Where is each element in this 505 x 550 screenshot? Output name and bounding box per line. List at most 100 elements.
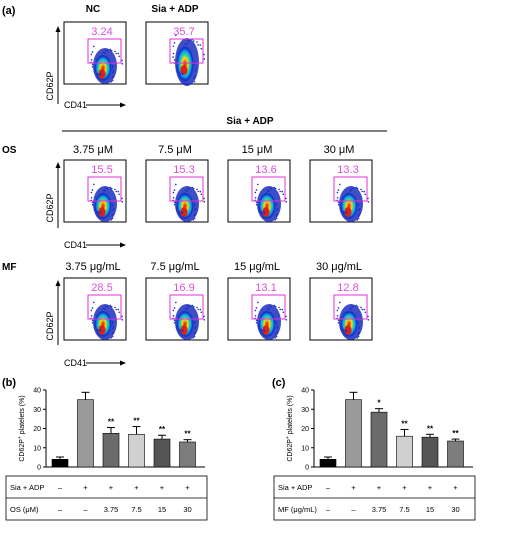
flow-plot-mf-2: 16.9	[145, 277, 209, 341]
table-cell: 15	[426, 505, 434, 514]
x-axis-label-row2: CD41	[64, 240, 87, 250]
table-cell: +	[109, 483, 114, 492]
flow-plot-sia-adp: 35.7	[145, 21, 209, 86]
y-tick-label: 0	[305, 465, 309, 472]
table-cell: –	[83, 505, 88, 514]
table-cell: 3.75	[372, 505, 387, 514]
flow-plot-os-3-percent: 13.6	[255, 164, 276, 176]
flow-plot-mf-4-percent: 12.8	[337, 282, 358, 294]
y-tick-label: 10	[33, 445, 41, 452]
mf-conc-2: 7.5 μg/mL	[150, 261, 199, 273]
condition-table: Sia + ADP OS (μM) – + + + + + – – 3.75 7.5 15 30	[5, 475, 208, 521]
x-axis-label-row3: CD41	[64, 358, 87, 368]
flow-plot-os-4-percent: 13.3	[337, 164, 358, 176]
table-cell: 7.5	[399, 505, 409, 514]
y-axis-label: CD62P+ platelets (%)	[285, 395, 294, 461]
os-conc-3: 15 μM	[242, 144, 273, 156]
bar-1	[319, 458, 337, 468]
flow-plot-sia-adp-percent: 35.7	[173, 26, 194, 38]
bar-2	[77, 399, 94, 468]
os-conc-1: 3.75 μM	[73, 144, 113, 156]
significance-marker: *	[377, 399, 381, 408]
flow-plot-nc: 3.24	[63, 21, 127, 85]
table-cell: +	[83, 483, 88, 492]
y-axis-label-row1: CD62P	[45, 71, 55, 100]
flow-plot-mf-4: 12.8	[309, 277, 373, 341]
table-cell: +	[377, 483, 382, 492]
flow-plots: 3.24 35.7 15.5 15.3 13.6 13.3 28.5 16.9 13.1 12.8	[63, 21, 373, 341]
table-cell: +	[402, 483, 407, 492]
y-tick-label: 40	[301, 388, 309, 395]
significance-marker: **	[184, 430, 191, 439]
y-tick-label: 30	[33, 407, 41, 414]
header-sia-adp-top: Sia + ADP	[151, 4, 198, 15]
bar-5	[153, 438, 171, 468]
table-cell: 15	[158, 505, 166, 514]
table-cell: +	[134, 483, 139, 492]
flow-plot-os-2-percent: 15.3	[173, 164, 194, 176]
flow-plot-os-3: 13.6	[227, 159, 291, 223]
table-cell: –	[58, 505, 63, 514]
flow-plot-os-2: 15.3	[145, 159, 209, 223]
os-conc-2: 7.5 μM	[158, 144, 192, 156]
y-tick-label: 20	[301, 426, 309, 433]
flow-plot-os-1: 15.5	[63, 159, 127, 223]
table-cell: 30	[183, 505, 191, 514]
header-nc: NC	[86, 4, 100, 15]
y-tick-label: 20	[33, 426, 41, 433]
table-cell: 30	[451, 505, 459, 514]
bar-4	[396, 435, 413, 468]
y-axis-label-row3: CD62P	[45, 311, 55, 340]
table-cell: +	[160, 483, 165, 492]
significance-marker: **	[159, 425, 166, 434]
y-tick-label: 30	[301, 407, 309, 414]
flow-plot-mf-3-percent: 13.1	[255, 282, 276, 294]
bar-6	[179, 441, 196, 468]
panel-label-c: (c)	[272, 377, 286, 389]
axis-labels-row3: CD62P CD41	[45, 280, 126, 368]
flow-plot-os-1-percent: 15.5	[91, 164, 112, 176]
significance-marker: **	[452, 429, 459, 438]
significance-marker: **	[108, 418, 115, 427]
flow-plot-mf-3: 13.1	[227, 277, 291, 341]
bar-4	[128, 433, 145, 468]
bar-2	[345, 399, 362, 468]
table-cell: +	[185, 483, 190, 492]
table-row2-label: OS (μM)	[10, 505, 39, 514]
significance-marker: **	[133, 417, 140, 426]
flow-plot-mf-2-percent: 16.9	[173, 282, 194, 294]
y-axis-label: CD62P+ platelets (%)	[17, 395, 26, 461]
significance-marker: **	[401, 419, 408, 428]
axis-labels-row2: CD62P CD41	[45, 162, 126, 250]
x-axis-label-row1: CD41	[64, 100, 87, 110]
table-cell: –	[351, 505, 356, 514]
table-cell: –	[326, 483, 331, 492]
bar-6	[447, 440, 464, 468]
table-row2-label: MF (μg/mL)	[278, 505, 317, 514]
y-axis-label-row2: CD62P	[45, 193, 55, 222]
y-tick-label: 40	[33, 388, 41, 395]
table-cell: +	[428, 483, 433, 492]
header-sia-adp-treatment: Sia + ADP	[226, 116, 273, 127]
table-cell: 7.5	[131, 505, 141, 514]
table-cell: +	[351, 483, 356, 492]
panel-label-a: (a)	[2, 5, 16, 17]
bar-chart-b: 0 10 20 30 40 CD62P+ platelets (%) ** ** ** ** Sia…	[5, 388, 208, 521]
y-tick-label: 0	[37, 465, 41, 472]
mf-conc-1: 3.75 μg/mL	[65, 261, 120, 273]
row-label-mf: MF	[2, 262, 16, 273]
axis-labels-row1: CD62P CD41	[45, 26, 126, 110]
flow-plot-os-4: 13.3	[309, 159, 373, 223]
panel-label-b: (b)	[2, 377, 16, 389]
row-label-os: OS	[2, 145, 17, 156]
os-conc-4: 30 μM	[324, 144, 355, 156]
bar-3	[370, 411, 388, 468]
table-cell: –	[58, 483, 63, 492]
flow-plot-mf-1: 28.5	[63, 277, 127, 341]
flow-plot-mf-1-percent: 28.5	[91, 282, 112, 294]
table-row1-label: Sia + ADP	[278, 483, 312, 492]
significance-marker: **	[427, 424, 434, 433]
